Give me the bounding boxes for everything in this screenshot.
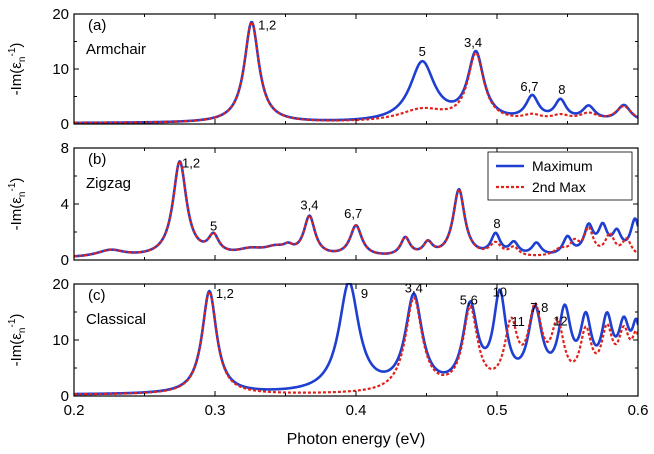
panel-3-peak-label: 12	[553, 313, 567, 328]
legend-label-2nd-max: 2nd Max	[532, 179, 586, 195]
panel-1-peak-label: 3,4	[464, 35, 482, 50]
panel-2-peak-label: 8	[493, 216, 500, 231]
panel-2-ytick-label: 8	[61, 140, 69, 157]
panel-1-ytick-label: 10	[52, 61, 69, 78]
panel-2-ytick-label: 0	[61, 252, 69, 269]
panel-3-ytick-label: 10	[52, 332, 69, 349]
panel-2-ylabel: -Im(εn-1)	[7, 178, 28, 231]
panel-2-peak-label: 6,7	[344, 206, 362, 221]
panel-1-peak-label: 5	[419, 44, 426, 59]
panel-3-xtick-label: 0.3	[205, 402, 226, 419]
legend-box	[487, 151, 633, 201]
panel-3-peak-label: 11	[511, 314, 525, 329]
panel-1-series-maximum	[74, 20, 638, 124]
panel-1-peak-label: 8	[558, 82, 565, 97]
panel-3-peak-label: 3,4	[405, 280, 423, 295]
panel-1-peak-label: 1,2	[258, 17, 276, 32]
panel-2-peak-label: 5	[210, 219, 217, 234]
panel-3-series-maximum	[74, 283, 638, 396]
panel-3-name-label: Classical	[86, 311, 146, 328]
panel-2-peak-label: 3,4	[300, 198, 318, 213]
panel-2-name-label: Zigzag	[86, 175, 131, 192]
panel-2-panel-label: (b)	[88, 151, 106, 168]
legend-label-maximum: Maximum	[532, 158, 593, 174]
panel-1-ylabel: -Im(εn-1)	[7, 43, 28, 96]
panel-3-xtick-label: 0.4	[346, 402, 367, 419]
panel-1-ytick-label: 0	[61, 116, 69, 133]
panel-3-ytick-label: 20	[52, 276, 69, 293]
panel-1-name-label: Armchair	[86, 41, 146, 58]
panel-3-peak-label: 9	[361, 286, 368, 301]
panel-3-peak-label: 5,6	[460, 293, 478, 308]
panel-3-frame	[73, 283, 639, 397]
panel-3-panel-label: (c)	[88, 287, 106, 304]
panel-3-series-2nd-max	[74, 290, 638, 396]
panel-3-ytick-label: 0	[61, 388, 69, 405]
panel-1-peak-label: 6,7	[520, 79, 538, 94]
x-axis-label: Photon energy (eV)	[287, 431, 426, 448]
panel-3-ylabel: -Im(εn-1)	[7, 314, 28, 367]
panel-3-peak-label: 7,8	[530, 300, 548, 315]
panel-2-series-2nd-max	[74, 160, 638, 258]
panel-1-ytick-label: 20	[52, 6, 69, 23]
panel-3-peak-label: 10	[493, 284, 507, 299]
panel-2-peak-label: 1,2	[182, 156, 200, 171]
panel-3-xtick-label: 0.6	[628, 402, 649, 419]
panel-3-peak-label: 1,2	[216, 286, 234, 301]
panel-1-panel-label: (a)	[88, 17, 106, 34]
panel-3-xtick-label: 0.5	[487, 402, 508, 419]
panel-3-xtick-label: 0.2	[64, 402, 85, 419]
panel-2-ytick-label: 4	[61, 196, 69, 213]
